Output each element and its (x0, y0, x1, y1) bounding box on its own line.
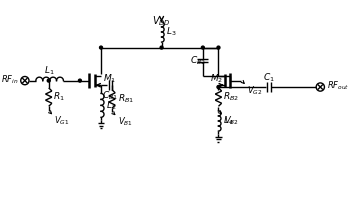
Circle shape (47, 79, 50, 82)
Circle shape (160, 46, 163, 49)
Text: $M_1$: $M_1$ (103, 72, 116, 85)
Text: $R_1$: $R_1$ (53, 91, 65, 103)
Text: $C_1$: $C_1$ (263, 72, 275, 84)
Circle shape (217, 85, 220, 88)
Text: $V_{G2}$: $V_{G2}$ (247, 84, 262, 97)
Text: $R_{B1}$: $R_{B1}$ (118, 93, 134, 105)
Circle shape (78, 79, 82, 82)
Text: $V_{DD}$: $V_{DD}$ (152, 15, 171, 28)
Text: $L_1$: $L_1$ (44, 64, 55, 77)
Circle shape (201, 46, 204, 49)
Circle shape (99, 46, 103, 49)
Text: $L_3$: $L_3$ (166, 26, 177, 38)
Circle shape (217, 46, 220, 49)
Text: $RF_{out}$: $RF_{out}$ (327, 80, 349, 92)
Text: $V_{B1}$: $V_{B1}$ (118, 115, 132, 128)
Text: $RF_{in}$: $RF_{in}$ (1, 73, 19, 86)
Text: $C_{B2}$: $C_{B2}$ (190, 54, 206, 67)
Text: $V_{B2}$: $V_{B2}$ (224, 115, 239, 127)
Text: $L_4$: $L_4$ (223, 115, 234, 127)
Text: $R_{B2}$: $R_{B2}$ (223, 91, 239, 103)
Text: $M_2$: $M_2$ (210, 72, 223, 85)
Text: $L_2$: $L_2$ (106, 99, 116, 112)
Text: $V_{G1}$: $V_{G1}$ (54, 115, 70, 127)
Text: $C_{B1}$: $C_{B1}$ (102, 89, 118, 101)
